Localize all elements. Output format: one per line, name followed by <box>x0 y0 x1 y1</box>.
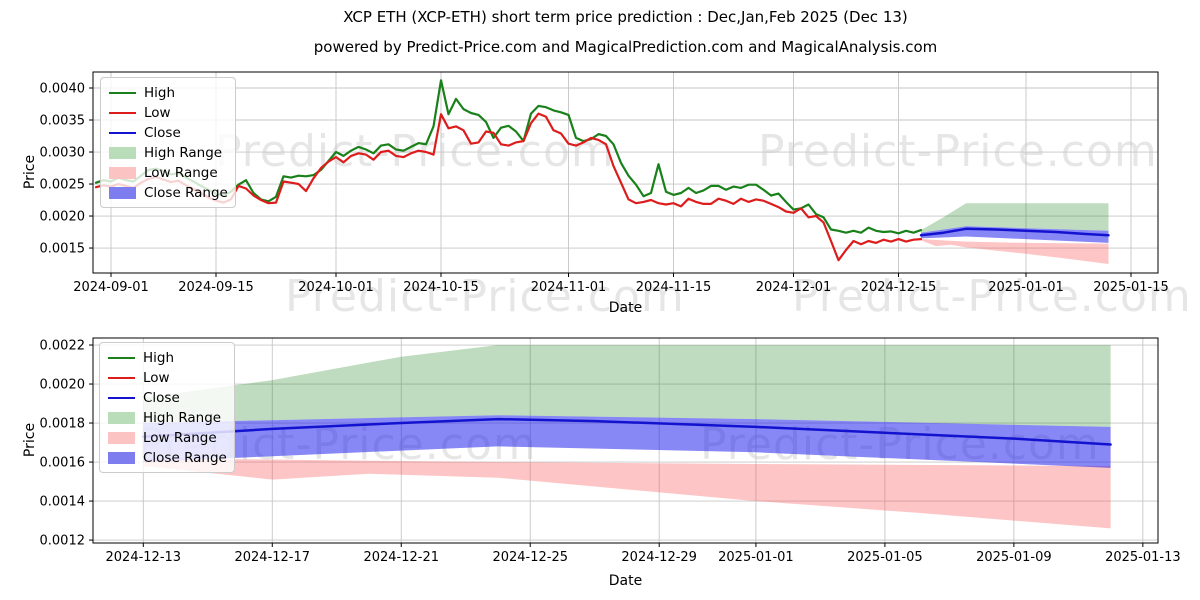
plot-border <box>92 71 1159 274</box>
y-tick-label: 0.0012 <box>40 534 86 549</box>
legend-label: Close <box>144 125 181 141</box>
legend-patch-swatch <box>108 452 135 464</box>
y-tick-label: 0.0015 <box>40 242 86 257</box>
y-tick-label: 0.0025 <box>40 178 86 193</box>
y-tick-label: 0.0020 <box>40 210 86 225</box>
legend-entry-close-range: Close Range <box>108 448 227 468</box>
plot-border <box>92 337 1159 544</box>
legend-label: High Range <box>143 410 222 426</box>
x-tick-label: 2024-10-01 <box>298 280 374 295</box>
legend-bottom: High Low Close High Range Low Range Close Ran… <box>99 342 235 473</box>
x-tick-label: 2024-10-15 <box>403 280 479 295</box>
y-tick-label: 0.0022 <box>40 339 86 354</box>
x-tick-label: 2024-12-01 <box>756 280 832 295</box>
x-tick-label: 2025-01-15 <box>1093 280 1169 295</box>
legend-line-swatch <box>109 111 136 115</box>
legend-top: High Low Close High Range Low Range Close Ran… <box>100 77 236 208</box>
x-tick-label: 2025-01-01 <box>718 550 794 565</box>
x-tick-label: 2025-01-13 <box>1105 550 1181 565</box>
high-range-band <box>921 203 1109 233</box>
y-tick-label: 0.0016 <box>40 456 86 471</box>
y-tick-label: 0.0018 <box>40 417 86 432</box>
legend-label: Close <box>143 390 180 406</box>
legend-line-swatch <box>109 91 136 95</box>
x-tick-label: 2024-12-13 <box>106 550 182 565</box>
legend-label: Low <box>144 105 171 121</box>
legend-entry-close-range: Close Range <box>109 183 228 203</box>
legend-entry-high-range: High Range <box>109 143 227 163</box>
legend-entry-low: Low <box>109 103 227 123</box>
legend-patch-swatch <box>108 412 135 424</box>
x-axis-label-bottom: Date <box>608 573 643 589</box>
y-tick-label: 0.0020 <box>40 378 86 393</box>
x-tick-label: 2024-09-15 <box>178 280 254 295</box>
chart-area-top: 2024-09-01 2024-09-15 2024-10-01 2024-10-15… <box>40 71 1169 295</box>
close-line <box>142 417 1112 446</box>
x-tick-label: 2024-09-01 <box>73 280 149 295</box>
legend-entry-low: Low <box>108 368 226 388</box>
x-tick-label: 2024-12-29 <box>621 550 697 565</box>
x-tick-label: 2024-12-17 <box>234 550 310 565</box>
high-range-band <box>143 345 1111 427</box>
legend-patch-swatch <box>109 147 136 159</box>
legend-entry-low-range: Low Range <box>108 428 226 448</box>
legend-label: Close Range <box>143 450 227 466</box>
chart-title: XCP ETH (XCP-ETH) short term price predi… <box>343 8 908 26</box>
y-tick-label: 0.0014 <box>40 495 86 510</box>
legend-label: High Range <box>144 145 223 161</box>
chart-area-bottom: 2024-12-13 2024-12-17 2024-12-21 2024-12-25… <box>40 337 1181 565</box>
legend-label: High <box>143 350 175 366</box>
legend-line-swatch <box>108 396 135 400</box>
legend-entry-low-range: Low Range <box>109 163 227 183</box>
legend-label: Close Range <box>144 185 228 201</box>
x-tick-label: 2025-01-09 <box>976 550 1052 565</box>
legend-patch-swatch <box>109 167 136 179</box>
legend-patch-swatch <box>109 187 136 199</box>
legend-label: Low <box>143 370 170 386</box>
legend-entry-high: High <box>108 348 226 368</box>
low-range-band <box>921 239 1109 264</box>
legend-entry-close: Close <box>109 123 227 143</box>
x-tick-label: 2024-11-15 <box>636 280 712 295</box>
legend-entry-close: Close <box>108 388 226 408</box>
x-tick-label: 2024-11-01 <box>531 280 607 295</box>
legend-line-swatch <box>108 376 135 380</box>
chart-subtitle: powered by Predict-Price.com and Magical… <box>313 38 938 56</box>
low-range-band <box>143 458 1111 529</box>
legend-line-swatch <box>108 356 135 360</box>
x-tick-label: 2025-01-01 <box>988 280 1064 295</box>
x-axis-label-top: Date <box>608 300 643 316</box>
close-range-band <box>921 226 1109 243</box>
y-tick-label: 0.0035 <box>40 114 86 129</box>
legend-label: Low Range <box>143 430 217 446</box>
y-tick-label: 0.0040 <box>40 82 86 97</box>
x-tick-label: 2024-12-25 <box>492 550 568 565</box>
legend-entry-high: High <box>109 83 227 103</box>
legend-label: Low Range <box>144 165 218 181</box>
y-tick-label: 0.0030 <box>40 146 86 161</box>
legend-patch-swatch <box>108 432 135 444</box>
close-range-band <box>143 415 1111 468</box>
x-tick-label: 2025-01-05 <box>847 550 923 565</box>
x-tick-label: 2024-12-15 <box>861 280 937 295</box>
legend-label: High <box>144 85 176 101</box>
y-axis-label-top: Price <box>22 154 38 190</box>
legend-line-swatch <box>109 131 136 135</box>
legend-entry-high-range: High Range <box>108 408 226 428</box>
x-tick-label: 2024-12-21 <box>363 550 439 565</box>
close-line <box>919 227 1110 237</box>
y-axis-label-bottom: Price <box>22 422 38 458</box>
